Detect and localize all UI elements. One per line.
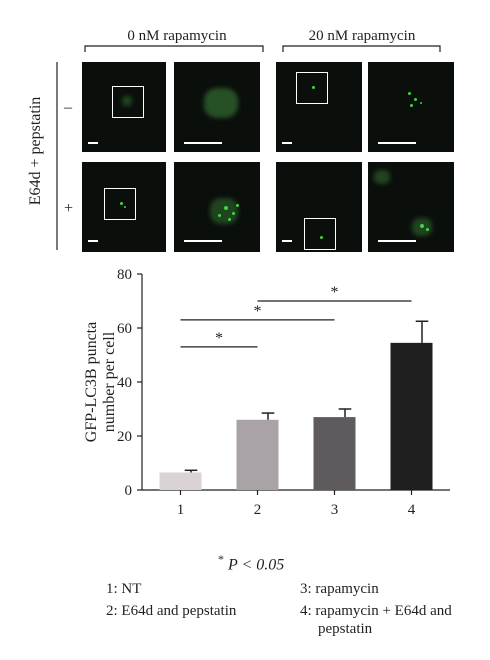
y-tick-label: 20 — [117, 429, 132, 445]
puncta — [124, 206, 126, 208]
y-tick-label: 0 — [125, 483, 133, 499]
row-divider-line — [56, 62, 58, 250]
puncta — [120, 202, 123, 205]
puncta — [410, 104, 413, 107]
header-brackets — [84, 45, 441, 52]
micrograph-0nm-plus-overview — [82, 162, 166, 252]
x-tick-label: 3 — [331, 502, 339, 518]
header-20nm-rapamycin: 20 nM rapamycin — [278, 28, 446, 45]
puncta — [426, 228, 429, 231]
puncta — [312, 86, 315, 89]
bars — [159, 320, 433, 490]
puncta — [420, 224, 424, 228]
y-tick-label: 60 — [117, 321, 132, 337]
bar-3 — [313, 417, 356, 490]
puncta — [414, 98, 417, 101]
micrograph-0nm-minus-zoom — [174, 62, 260, 152]
y-tick-label: 40 — [117, 375, 132, 391]
bracket-left — [84, 45, 264, 52]
significance-star: * — [215, 330, 223, 347]
treatment-label: E64d + pepstatin — [27, 96, 44, 206]
puncta — [408, 92, 411, 95]
x-tick-label: 1 — [177, 502, 185, 518]
scale-bar — [282, 142, 292, 144]
significance-note-star: * — [218, 552, 224, 566]
zoom-box — [104, 188, 136, 220]
bracket-right — [282, 45, 441, 52]
micrograph-20nm-minus-overview — [276, 62, 362, 152]
scale-bar — [282, 240, 292, 242]
puncta — [228, 218, 231, 221]
micrograph-20nm-minus-zoom — [368, 62, 454, 152]
legend-item-1: 1: NT — [106, 581, 142, 597]
y-axis-label-line2: number per cell — [101, 331, 118, 432]
bar-2 — [236, 419, 279, 490]
micrograph-20nm-plus-zoom — [368, 162, 454, 252]
y-tick-label: 80 — [117, 267, 132, 283]
legend-item-4: 4: rapamycin + E64d and pepstatin — [300, 603, 452, 637]
scale-bar — [378, 240, 416, 242]
legend-item-2: 2: E64d and pepstatin — [106, 603, 237, 619]
micrograph-0nm-plus-zoom — [174, 162, 260, 252]
cell-glow — [204, 88, 238, 118]
scale-bar — [184, 240, 222, 242]
cell-glow — [210, 198, 238, 224]
significance-star: * — [254, 303, 262, 320]
header-0nm-rapamycin: 0 nM rapamycin — [92, 28, 262, 45]
micrograph-0nm-minus-overview — [82, 62, 166, 152]
zoom-box — [296, 72, 328, 104]
significance-brackets: * * * — [180, 284, 412, 348]
scale-bar — [88, 142, 98, 144]
puncta — [320, 236, 323, 239]
puncta — [224, 206, 228, 210]
axes: 0 20 40 60 80 1 2 3 4 — [117, 267, 450, 518]
row-label-plus: + — [64, 200, 74, 217]
micrograph-20nm-plus-overview — [276, 162, 362, 252]
bar-1 — [159, 472, 202, 490]
significance-note-text: P < 0.05 — [228, 556, 285, 574]
scale-bar — [184, 142, 222, 144]
zoom-box — [112, 86, 144, 118]
puncta — [218, 214, 221, 217]
zoom-box — [304, 218, 336, 250]
significance-note: * P < 0.05 — [218, 552, 284, 574]
puncta — [232, 212, 235, 215]
x-tick-label: 2 — [254, 502, 262, 518]
y-axis-label-line1: GFP-LC3B puncta — [83, 322, 100, 442]
x-tick-label: 4 — [408, 502, 416, 518]
header-20nm-label: 20 nM rapamycin — [308, 28, 416, 44]
bar-chart: GFP-LC3B puncta number per cell 0 20 40 60 8… — [83, 267, 450, 518]
cell-glow — [122, 96, 132, 106]
legend-item-3: 3: rapamycin — [300, 581, 379, 597]
scale-bar — [88, 240, 98, 242]
puncta — [236, 204, 239, 207]
header-0nm-label: 0 nM rapamycin — [127, 28, 227, 44]
row-label-minus: – — [64, 99, 72, 116]
scale-bar — [378, 142, 416, 144]
significance-star: * — [331, 284, 339, 301]
cell-glow — [374, 170, 390, 184]
puncta — [420, 102, 422, 104]
bar-4 — [390, 342, 433, 490]
